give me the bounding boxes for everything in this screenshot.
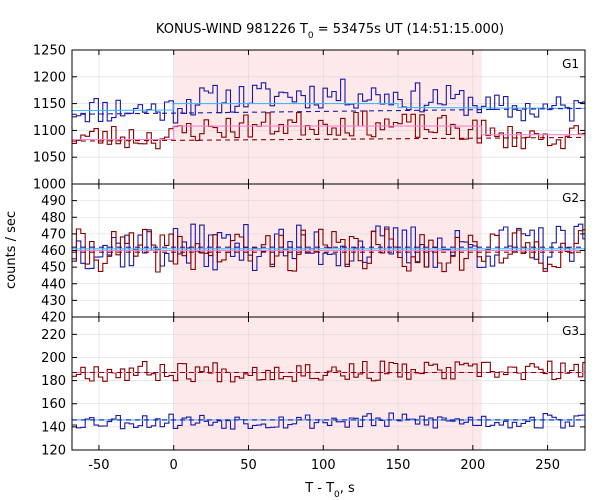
y-tick-label: 430	[41, 294, 66, 309]
panel-label-g2: G2	[562, 191, 579, 205]
fit-line-g1-3	[72, 125, 585, 141]
y-tick-label: 1150	[33, 97, 66, 112]
fit-line-g1-1	[71, 103, 586, 112]
y-tick-label: 1250	[33, 44, 66, 59]
y-axis-label: counts / sec	[4, 211, 19, 289]
fit-line-g1-2	[71, 107, 586, 115]
panel-frame-g3	[71, 316, 586, 451]
series-g3-1	[72, 412, 585, 430]
x-tick-label: 200	[460, 458, 485, 473]
y-tick-label: 1100	[33, 124, 66, 139]
y-tick-label: 450	[41, 261, 66, 276]
panel-label-g1: G1	[562, 57, 579, 71]
shaded-interval-g1	[173, 50, 482, 184]
x-tick-label: 50	[240, 458, 257, 473]
y-tick-label: 420	[41, 311, 66, 326]
y-tick-label: 1000	[33, 178, 66, 193]
shaded-interval-g3	[173, 317, 482, 450]
y-tick-label: 1050	[33, 151, 66, 166]
y-tick-label: 200	[41, 351, 66, 366]
series-g1-1	[72, 78, 585, 124]
y-tick-label: 120	[41, 444, 66, 459]
y-tick-label: 180	[41, 374, 66, 389]
tick-layer: G1100010501100115012001250G2420430440450…	[33, 44, 585, 473]
series-g2-2	[72, 228, 585, 273]
y-tick-label: 440	[41, 277, 66, 292]
y-tick-label: 490	[41, 194, 66, 209]
y-tick-label: 460	[41, 244, 66, 259]
x-tick-label: 0	[170, 458, 178, 473]
y-tick-label: 470	[41, 227, 66, 242]
x-axis-label: T - T0, s	[304, 481, 355, 500]
y-tick-label: 1200	[33, 70, 66, 85]
x-tick-label: 250	[535, 458, 560, 473]
x-tick-label: -50	[88, 458, 109, 473]
chart-title: KONUS-WIND 981226 T0 = 53475s UT (14:51:…	[156, 22, 504, 41]
y-tick-label: 160	[41, 397, 66, 412]
x-tick-label: 100	[311, 458, 336, 473]
panel-label-g3: G3	[562, 324, 579, 338]
fit-line-g1-4	[71, 136, 586, 142]
y-tick-label: 220	[41, 328, 66, 343]
series-g1-2	[72, 110, 585, 150]
y-tick-label: 480	[41, 211, 66, 226]
x-tick-label: 150	[386, 458, 411, 473]
fit-layer	[71, 103, 586, 421]
y-tick-label: 140	[41, 420, 66, 435]
